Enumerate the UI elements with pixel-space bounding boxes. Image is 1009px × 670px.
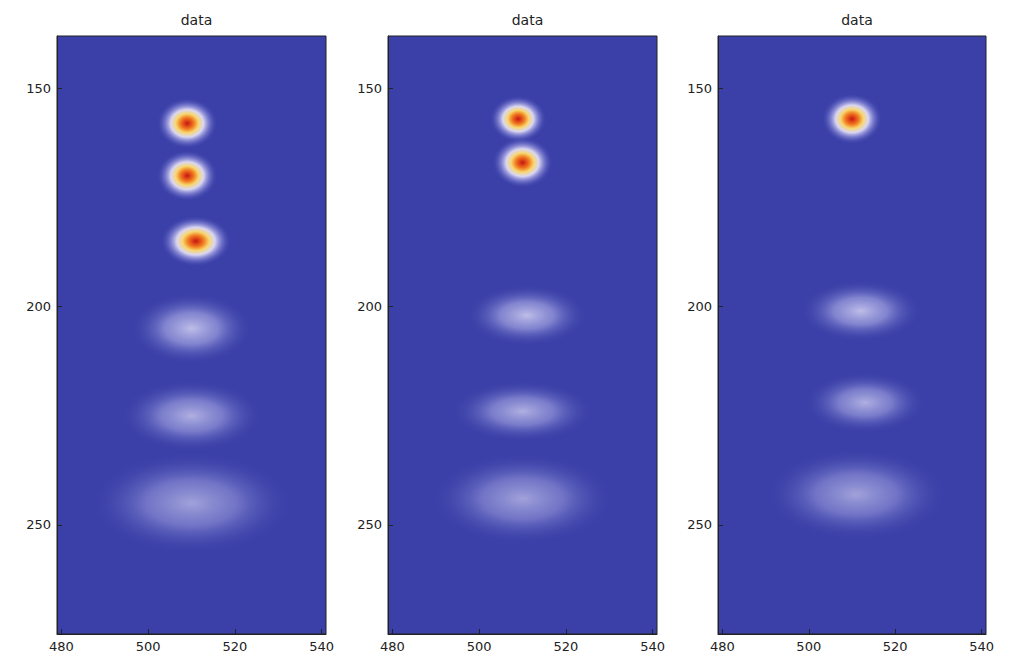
svg-text:150: 150: [687, 81, 712, 96]
svg-text:200: 200: [357, 299, 382, 314]
svg-text:data: data: [181, 12, 213, 28]
svg-text:250: 250: [687, 517, 712, 532]
svg-text:200: 200: [26, 299, 51, 314]
svg-text:500: 500: [467, 639, 492, 654]
svg-text:150: 150: [357, 81, 382, 96]
svg-text:250: 250: [26, 517, 51, 532]
svg-text:data: data: [841, 12, 873, 28]
svg-text:500: 500: [136, 639, 161, 654]
svg-text:150: 150: [26, 81, 51, 96]
svg-text:520: 520: [883, 639, 908, 654]
svg-text:500: 500: [796, 639, 821, 654]
svg-text:520: 520: [222, 639, 247, 654]
svg-text:480: 480: [49, 639, 74, 654]
svg-text:540: 540: [969, 639, 994, 654]
svg-text:480: 480: [380, 639, 405, 654]
svg-text:540: 540: [640, 639, 665, 654]
svg-text:200: 200: [687, 299, 712, 314]
svg-text:540: 540: [309, 639, 334, 654]
svg-text:data: data: [512, 12, 544, 28]
svg-text:520: 520: [553, 639, 578, 654]
svg-text:250: 250: [357, 517, 382, 532]
svg-text:480: 480: [710, 639, 735, 654]
